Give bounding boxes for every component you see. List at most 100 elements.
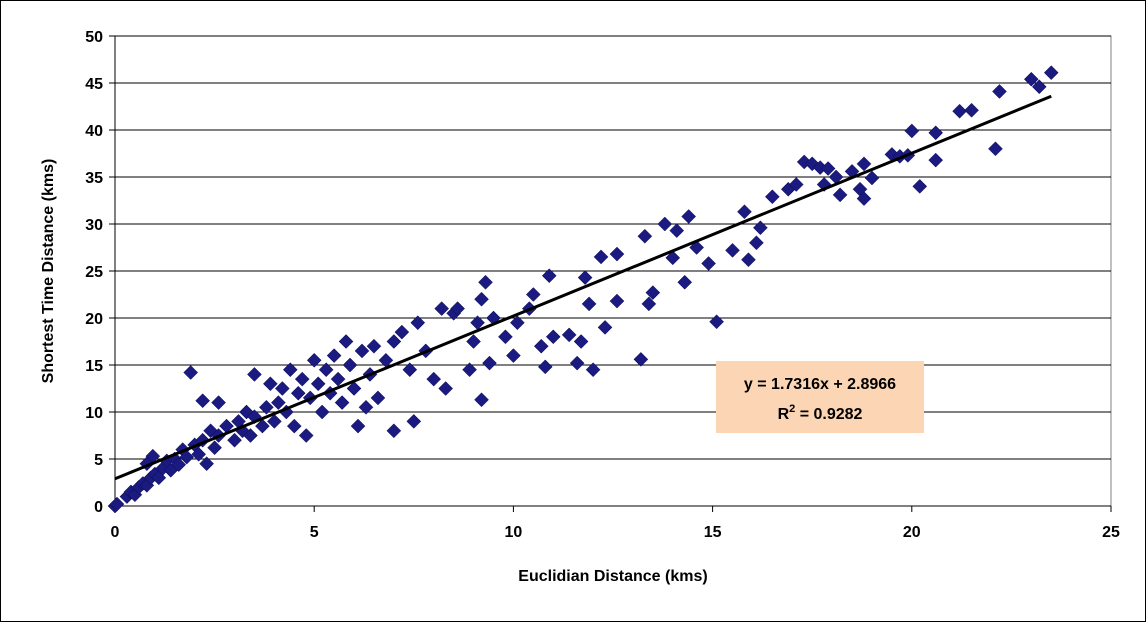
data-point [450, 301, 465, 316]
data-point [709, 314, 724, 330]
data-point [274, 381, 290, 396]
data-point [386, 423, 402, 439]
data-point [593, 249, 609, 265]
data-point [314, 404, 330, 420]
data-point [462, 362, 477, 378]
data-point [342, 357, 358, 373]
data-point [498, 329, 513, 345]
y-tick-label: 10 [85, 405, 103, 422]
data-point [741, 252, 756, 268]
data-point [581, 296, 597, 312]
data-point [183, 365, 199, 380]
data-point [334, 395, 350, 410]
data-point [438, 381, 454, 396]
data-point [406, 414, 422, 429]
data-point [282, 362, 298, 378]
y-tick-label: 45 [85, 76, 103, 93]
data-point [725, 242, 740, 258]
y-tick-label: 15 [85, 358, 103, 375]
data-point [294, 371, 310, 387]
data-point [541, 268, 557, 284]
data-point [609, 246, 625, 262]
data-point [537, 359, 553, 375]
data-point [665, 250, 681, 266]
data-point [255, 418, 270, 434]
data-point [386, 334, 402, 349]
data-point [577, 270, 593, 285]
data-point [171, 457, 187, 472]
y-axis-ticks: 0 5 10 15 20 25 30 35 40 45 50 [85, 29, 116, 516]
data-point [737, 204, 752, 220]
data-point [338, 334, 354, 349]
data-point [358, 399, 374, 415]
y-tick-label: 25 [85, 264, 103, 281]
x-tick-label: 5 [310, 524, 319, 541]
data-point [952, 103, 967, 119]
x-axis-title: Euclidian Distance (kms) [518, 568, 707, 585]
data-point [286, 418, 302, 434]
data-point [179, 449, 195, 465]
data-point [533, 338, 549, 354]
data-point [561, 327, 577, 343]
data-point [1023, 71, 1039, 87]
data-point [864, 170, 880, 186]
data-point [820, 161, 836, 176]
data-point [199, 456, 214, 472]
data-point [856, 191, 872, 206]
x-tick-label: 0 [111, 524, 120, 541]
data-point [346, 381, 362, 396]
data-point [633, 352, 649, 367]
data-point [569, 355, 585, 371]
data-point [637, 228, 653, 244]
data-point [474, 291, 489, 307]
data-point [259, 399, 274, 415]
data-point [263, 376, 278, 392]
x-tick-label: 15 [704, 524, 722, 541]
data-point [394, 324, 410, 340]
data-point [482, 355, 497, 371]
data-point [434, 301, 450, 316]
data-point [585, 362, 601, 378]
data-point [109, 496, 125, 512]
data-point [681, 209, 697, 224]
data-point [466, 334, 481, 349]
data-point [211, 395, 226, 410]
data-point [426, 371, 442, 387]
r-squared-superscript: 2 [789, 403, 795, 415]
data-point [267, 414, 282, 429]
y-tick-label: 5 [94, 452, 103, 469]
trendline-equation-box: y = 1.7316x + 2.8966 R2 = 0.9282 [716, 361, 924, 433]
data-point [207, 440, 222, 456]
data-point [191, 446, 207, 462]
data-point [306, 352, 322, 368]
data-point [410, 315, 426, 331]
data-point [609, 293, 625, 309]
data-point [904, 123, 920, 139]
r-squared-text: R2 = 0.9282 [778, 403, 863, 423]
data-point [988, 141, 1003, 157]
data-point [270, 395, 286, 410]
data-point [641, 296, 657, 312]
y-axis-title: Shortest Time Distance (kms) [40, 159, 57, 384]
data-point [964, 102, 979, 118]
x-tick-label: 10 [505, 524, 523, 541]
data-point [753, 220, 768, 236]
data-point [1043, 65, 1059, 81]
y-tick-label: 0 [94, 499, 103, 516]
data-point [326, 348, 342, 363]
data-point [677, 274, 693, 290]
data-point [243, 428, 258, 443]
y-tick-label: 35 [85, 170, 103, 187]
trendline [114, 94, 1052, 481]
data-point [669, 223, 685, 238]
data-point [350, 418, 366, 434]
data-point [912, 179, 928, 194]
y-tick-label: 20 [85, 311, 103, 328]
equation-box-background [716, 361, 924, 433]
data-point [765, 189, 780, 205]
data-point [195, 393, 211, 409]
data-point [366, 338, 382, 354]
data-point [856, 156, 872, 172]
data-point [545, 329, 561, 345]
